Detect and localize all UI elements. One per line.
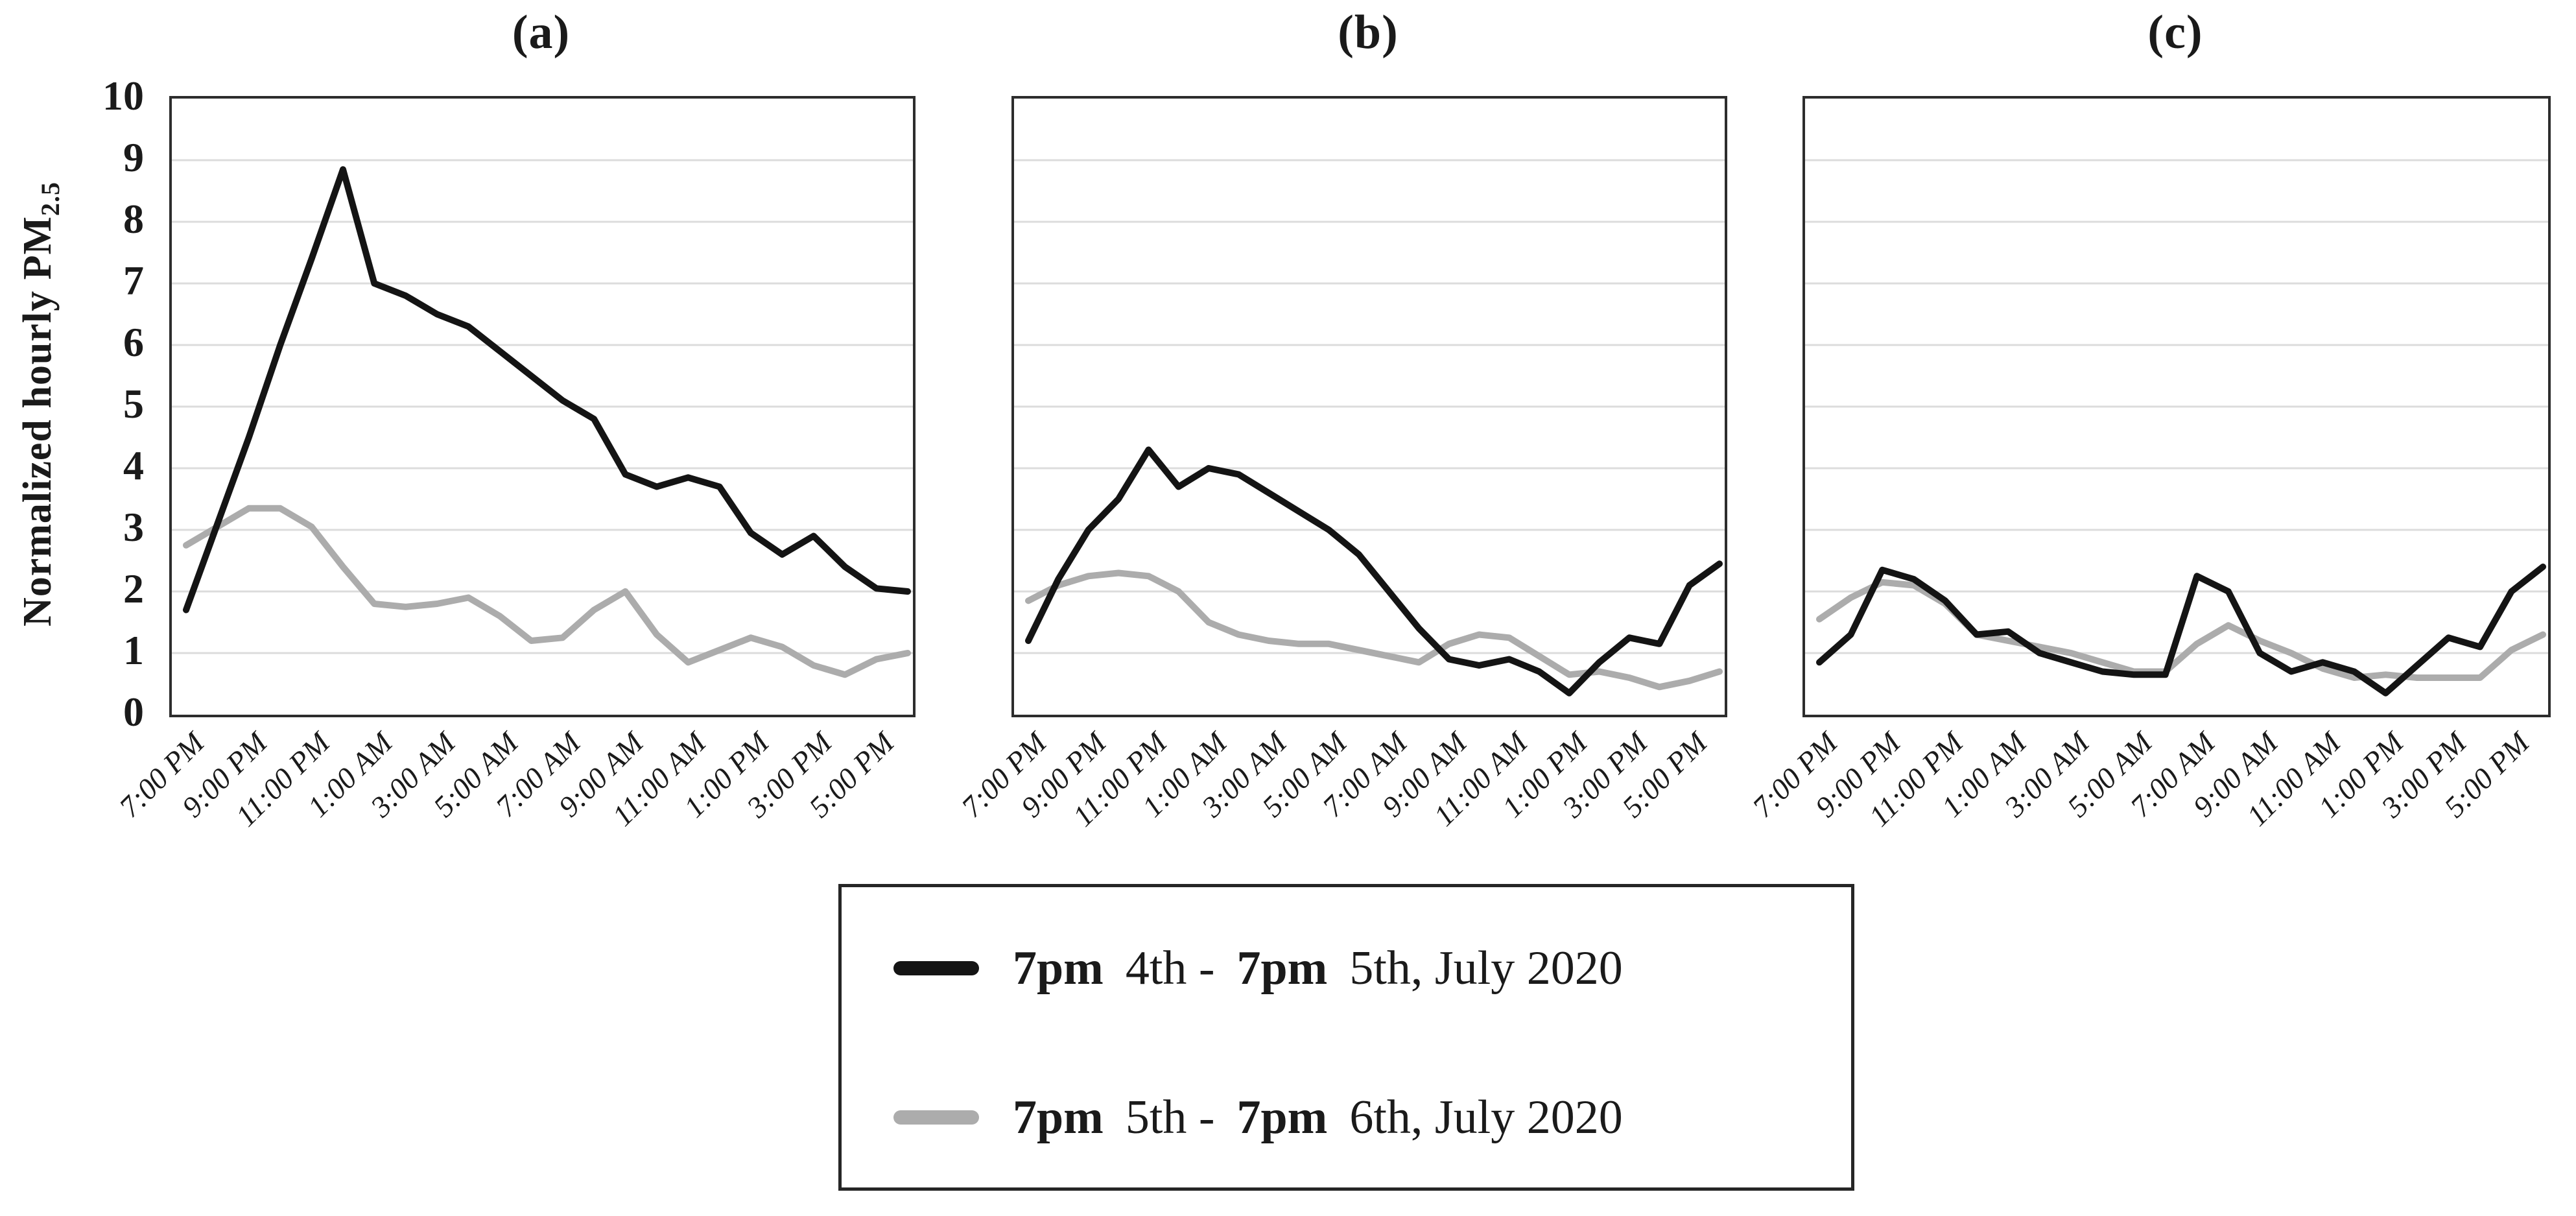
y-tick-label: 2 [123,566,144,612]
chart-c-series-black [1816,564,2546,697]
chart-a-title: (a) [512,6,571,59]
legend-text-part: 5th, July 2020 [1349,941,1623,995]
legend-text-part: 6th, July 2020 [1349,1090,1623,1144]
legend-swatch-gray-line [893,1110,979,1125]
chart-c-plot-area [1802,96,2551,717]
chart-b-series-black [1025,446,1723,697]
y-tick-label: 0 [123,689,144,735]
y-tick-label: 3 [123,504,144,550]
chart-a-plot-area [169,96,916,717]
chart-a-series-black [183,166,911,614]
y-tick-label: 8 [123,196,144,242]
y-tick-label: 4 [123,442,144,488]
legend-row-gray: 7pm 5th - 7pm 6th, July 2020 [893,1082,1645,1153]
legend-swatch-black-line [893,961,979,975]
chart-b-series-gray [1025,569,1723,691]
legend-label-gray: 7pm 5th - 7pm 6th, July 2020 [1013,1090,1645,1145]
chart-b-canvas [1014,159,1725,697]
y-tick-label: 7 [123,257,144,304]
y-tick-label: 6 [123,319,144,365]
y-tick-label: 1 [123,627,144,673]
y-tick-label: 9 [123,134,144,180]
legend-text-part: 7pm [1236,1090,1328,1144]
chart-b-title: (b) [1338,6,1399,59]
chart-c-title: (c) [2147,6,2203,59]
legend-text-part: 4th - [1125,941,1215,995]
legend-box: 7pm 4th - 7pm 5th, July 2020 7pm 5th - 7pm 6th… [838,884,1854,1191]
legend-label-black: 7pm 4th - 7pm 5th, July 2020 [1013,941,1645,996]
legend-text-part: 7pm [1013,1090,1104,1144]
chart-a-canvas [172,159,913,678]
chart-c-canvas [1805,159,2548,697]
legend-text-part: 7pm [1236,941,1328,995]
legend-text-part: 5th - [1125,1090,1215,1144]
y-tick-label: 5 [123,381,144,427]
legend-row-black: 7pm 4th - 7pm 5th, July 2020 [893,933,1645,1004]
y-tick-label: 10 [102,73,144,119]
chart-b-plot-area [1011,96,1727,717]
legend-text-part: 7pm [1013,941,1104,995]
chart-a-series-gray [183,505,911,678]
